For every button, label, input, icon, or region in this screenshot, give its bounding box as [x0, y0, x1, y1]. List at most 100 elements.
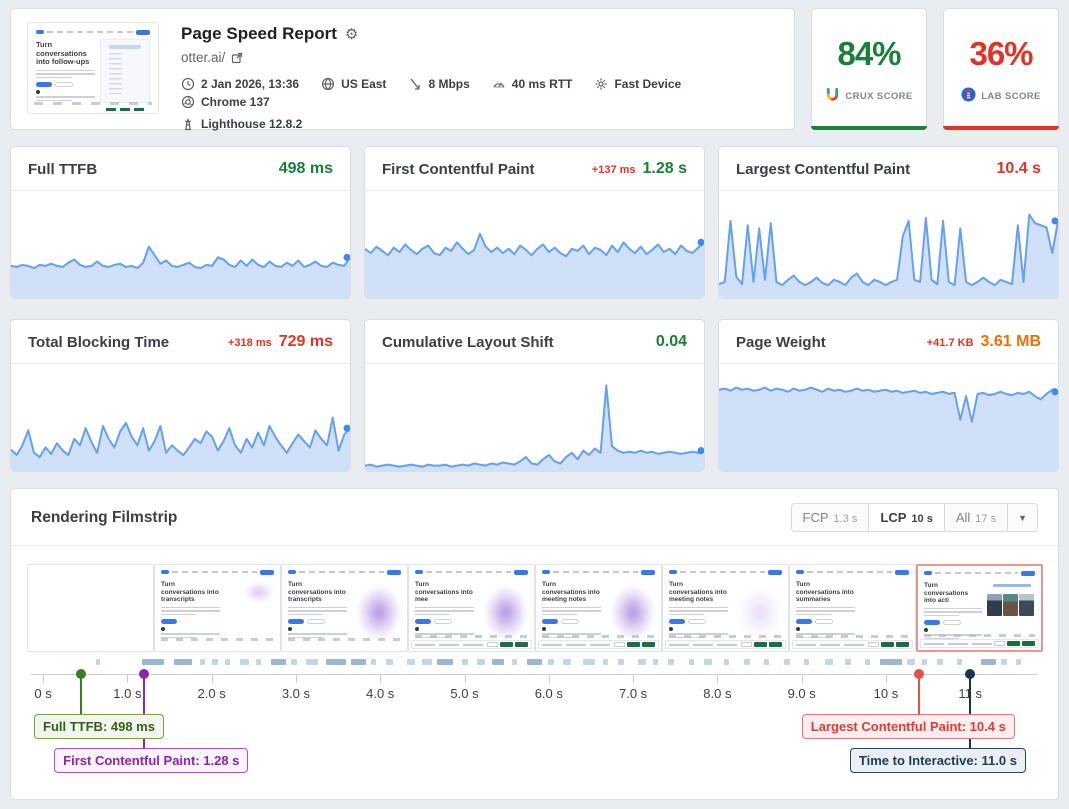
rendering-filmstrip-panel: Rendering Filmstrip FCP 1.3 s LCP 10 s All… — [10, 488, 1059, 800]
globe-icon — [321, 77, 335, 91]
crux-icon — [825, 87, 840, 105]
tti-marker-dot — [965, 669, 976, 679]
axis-label: 0 s — [34, 686, 52, 701]
metric-card-fcp[interactable]: First Contentful Paint +137 ms 1.28 s — [364, 146, 705, 299]
metric-value: 1.28 s — [642, 160, 687, 177]
crux-score-label: CRUX SCORE — [845, 90, 913, 102]
filmstrip-frame[interactable]: Turn conversations into transcripts — [154, 564, 281, 652]
metric-title: Page Weight — [736, 333, 826, 351]
settings-gear-icon[interactable]: ⚙ — [344, 26, 359, 43]
axis-label: 3.0 s — [281, 686, 311, 701]
metric-delta: +318 ms — [228, 337, 272, 349]
lighthouse-logo-icon — [961, 87, 976, 105]
metric-sparkline — [11, 364, 350, 471]
full-ttfb-marker-dot — [76, 669, 87, 679]
filmstrip-frame-lcp[interactable]: Turn conversations into acti — [916, 564, 1043, 652]
timeline-axis — [31, 674, 1038, 675]
axis-label: 5.0 s — [450, 686, 479, 701]
lighthouse-icon — [181, 117, 195, 131]
external-link-icon[interactable] — [231, 52, 243, 64]
top-row: Turn conversations into follow-ups Page … — [10, 8, 1059, 131]
mock-navbar — [36, 29, 150, 35]
fcp-range-button[interactable]: FCP 1.3 s — [791, 504, 870, 531]
axis-label: 1.0 s — [113, 686, 142, 701]
page-thumbnail[interactable]: Turn conversations into follow-ups — [27, 22, 159, 114]
report-header-card: Turn conversations into follow-ups Page … — [10, 8, 795, 131]
metric-title: Cumulative Layout Shift — [382, 333, 554, 351]
filmstrip-frame[interactable]: Turn conversations into mee — [408, 564, 535, 652]
filmstrip-title: Rendering Filmstrip — [31, 508, 178, 526]
page-title: Page Speed Report — [181, 24, 337, 43]
tti-annotation: Time to Interactive: 11.0 s — [849, 748, 1026, 773]
metric-title: Total Blocking Time — [28, 333, 170, 351]
meta-region: US East — [321, 77, 386, 91]
metric-card-full-ttfb[interactable]: Full TTFB 498 ms — [10, 146, 351, 299]
full-ttfb-marker-line — [80, 674, 83, 718]
lcp-marker-line — [918, 674, 921, 718]
axis-label: 8.0 s — [703, 686, 732, 701]
metric-card-tbt[interactable]: Total Blocking Time +318 ms 729 ms — [10, 319, 351, 472]
metric-value: 3.61 MB — [980, 333, 1041, 350]
meta-browser: Chrome 137 — [181, 95, 270, 109]
lcp-marker-dot — [914, 669, 925, 679]
lcp-annotation: Largest Contentful Paint: 10.4 s — [801, 714, 1015, 739]
filmstrip-frame[interactable]: Turn conversations into transcripts — [281, 564, 408, 652]
metrics-grid: Full TTFB 498 ms First Contentful Paint … — [10, 146, 1059, 472]
test-config-row: 2 Jan 2026, 13:36 US East 8 Mbps 40 ms R… — [181, 77, 778, 109]
meta-lighthouse: Lighthouse 12.8.2 — [181, 117, 302, 131]
meta-device: Fast Device — [594, 77, 681, 91]
gauge-icon — [492, 77, 506, 91]
crux-score-value: 84% — [837, 35, 901, 72]
metric-value: 0.04 — [655, 333, 687, 350]
chevron-down-icon[interactable]: ▼ — [1008, 504, 1037, 531]
axis-label: 10 s — [873, 686, 899, 701]
filmstrip-timeline: 0 s 1.0 s 2.0 s 3.0 s 4.0 s 5.0 s 6.0 s … — [31, 668, 1038, 786]
filmstrip-frame-blank[interactable] — [27, 564, 154, 652]
all-range-button[interactable]: All 17 s — [944, 504, 1009, 531]
filmstrip-frame[interactable]: Turn conversations into meeting notes — [535, 564, 662, 652]
lab-score-card: 36% LAB SCORE — [943, 8, 1059, 130]
filmstrip-range-buttons: FCP 1.3 s LCP 10 s All 17 s ▼ — [790, 503, 1038, 532]
metric-sparkline — [719, 191, 1058, 298]
axis-label: 7.0 s — [618, 686, 648, 701]
crux-score-card: 84% CRUX SCORE — [811, 8, 927, 130]
metric-value: 10.4 s — [996, 160, 1041, 177]
meta-date: 2 Jan 2026, 13:36 — [181, 77, 299, 91]
metric-delta: +41.7 KB — [926, 337, 974, 349]
metric-card-lcp[interactable]: Largest Contentful Paint 10.4 s — [718, 146, 1059, 299]
metric-delta: +137 ms — [591, 164, 636, 176]
chrome-icon — [181, 95, 195, 109]
axis-label: 2.0 s — [197, 686, 226, 701]
thumbnail-app-screenshot — [100, 39, 150, 103]
metric-value: 498 ms — [278, 160, 333, 177]
filmstrip-frame[interactable]: Turn conversations into summaries — [789, 564, 916, 652]
metric-sparkline — [719, 364, 1058, 471]
metric-title: Largest Contentful Paint — [736, 160, 911, 178]
filmstrip-frame[interactable]: Turn conversations into meeting notes — [662, 564, 789, 652]
metric-title: Full TTFB — [28, 160, 98, 178]
lcp-range-button[interactable]: LCP 10 s — [869, 504, 945, 531]
tti-marker-line — [969, 674, 972, 752]
lighthouse-version-row: Lighthouse 12.8.2 — [181, 117, 778, 131]
metric-value: 729 ms — [278, 333, 333, 350]
clock-icon — [181, 77, 195, 91]
network-activity-strip — [31, 658, 1038, 666]
lab-score-label: LAB SCORE — [981, 90, 1041, 102]
fcp-marker-line — [142, 674, 145, 752]
axis-label: 9.0 s — [787, 686, 816, 701]
metric-card-page-weight[interactable]: Page Weight +41.7 KB 3.61 MB — [718, 319, 1059, 472]
metric-sparkline — [365, 364, 704, 471]
metric-sparkline — [11, 191, 350, 298]
report-url[interactable]: otter.ai/ — [181, 50, 226, 65]
thumbnail-heading: Turn conversations into follow-ups — [36, 40, 90, 66]
metric-card-cls[interactable]: Cumulative Layout Shift 0.04 — [364, 319, 705, 472]
network-icon — [408, 77, 422, 91]
axis-label: 6.0 s — [534, 686, 563, 701]
metric-sparkline — [365, 191, 704, 298]
meta-bandwidth: 8 Mbps — [408, 77, 470, 91]
filmstrip-frames: Turn conversations into transcripts Turn… — [27, 564, 1043, 652]
meta-rtt: 40 ms RTT — [492, 77, 572, 91]
full-ttfb-annotation: Full TTFB: 498 ms — [34, 714, 164, 739]
lab-score-value: 36% — [969, 35, 1033, 72]
device-icon — [594, 77, 608, 91]
